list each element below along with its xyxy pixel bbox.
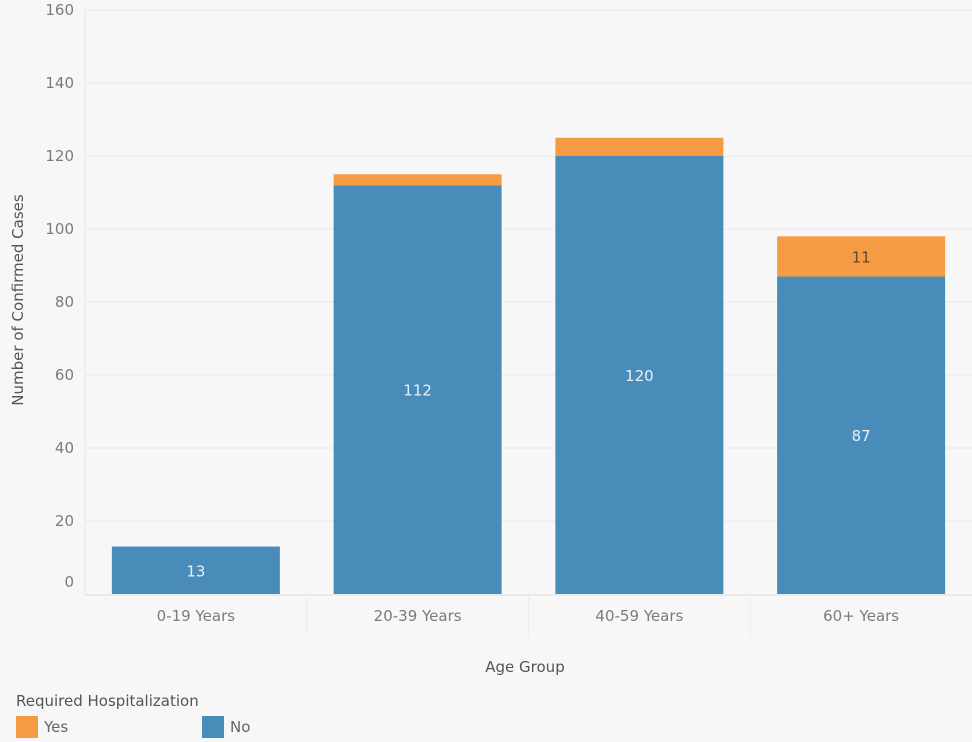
data-label-yes-60-years: 11	[852, 248, 871, 266]
y-tick-label-140: 140	[45, 74, 74, 92]
bars-layer	[111, 137, 946, 594]
bar-yes-60-years[interactable]	[777, 236, 946, 277]
bar-yes-20-39-years[interactable]	[333, 174, 502, 186]
bar-no-40-59-years[interactable]	[555, 156, 724, 594]
y-tick-label-160: 160	[45, 1, 74, 19]
bar-no-60-years[interactable]	[777, 276, 946, 594]
legend: Required Hospitalization Yes No	[16, 690, 336, 742]
y-tick-label-100: 100	[45, 220, 74, 238]
bar-no-20-39-years[interactable]	[333, 185, 502, 594]
legend-item-yes[interactable]: Yes	[16, 716, 68, 738]
data-label-no-0-19-years: 13	[186, 562, 205, 580]
y-tick-label-40: 40	[55, 439, 74, 457]
data-label-no-60-years: 87	[852, 427, 871, 445]
bar-chart: 13 112 120 87 11 0 20 40 60 80 100 120 140 160 0-19 Y…	[9, 1, 972, 676]
y-tick-label-80: 80	[55, 293, 74, 311]
axis-layer: 0 20 40 60 80 100 120 140 160 0-19 Years 20-39 Yea…	[45, 1, 972, 637]
y-tick-label-120: 120	[45, 147, 74, 165]
y-tick-label-60: 60	[55, 366, 74, 384]
bar-no-0-19-years[interactable]	[111, 546, 280, 594]
legend-swatch-yes	[16, 716, 38, 738]
bar-yes-40-59-years[interactable]	[555, 137, 724, 156]
x-tick-label-0-19-years: 0-19 Years	[157, 607, 236, 625]
legend-label-no: No	[230, 718, 251, 736]
labels-layer: 13 112 120 87 11	[186, 248, 870, 580]
data-label-no-40-59-years: 120	[625, 367, 654, 385]
legend-label-yes: Yes	[44, 718, 69, 736]
y-axis-title: Number of Confirmed Cases	[9, 194, 27, 406]
y-tick-label-20: 20	[55, 512, 74, 530]
grid-layer	[84, 9, 972, 595]
x-axis-title: Age Group	[485, 658, 564, 676]
x-tick-label-20-39-years: 20-39 Years	[374, 607, 462, 625]
legend-title: Required Hospitalization	[16, 692, 199, 710]
data-label-no-20-39-years: 112	[403, 382, 432, 400]
legend-swatch-no	[202, 716, 224, 738]
y-tick-label-0: 0	[64, 573, 74, 591]
x-tick-label-60-years: 60+ Years	[823, 607, 899, 625]
legend-item-no[interactable]: No	[202, 716, 250, 738]
x-tick-label-40-59-years: 40-59 Years	[595, 607, 683, 625]
